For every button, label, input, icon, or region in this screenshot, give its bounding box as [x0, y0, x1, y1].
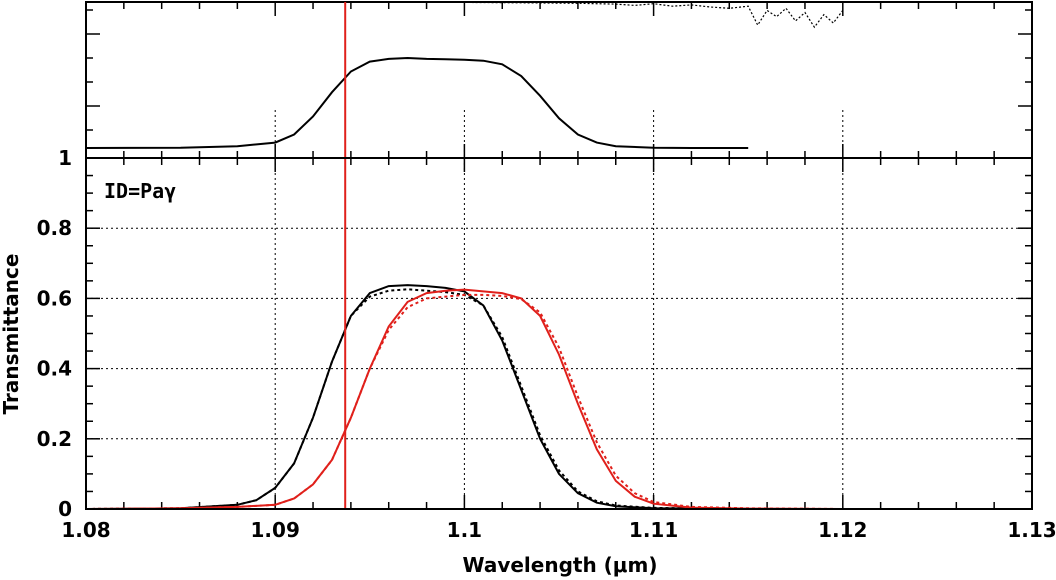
bottom-frame — [85, 157, 1033, 510]
top-dotted-series — [407, 1, 844, 29]
x-tick-label: 1.13 — [1007, 518, 1056, 542]
x-tick-label: 1.11 — [629, 518, 678, 542]
bottom-panel: 1.08 1.09 1.1 1.11 1.12 1.13 0 0.2 0.4 0.6 0.8 — [37, 2, 1056, 542]
y-tick-label: 0.6 — [37, 286, 72, 310]
y-tick-label: 0.4 — [37, 357, 72, 381]
y-tick-label: 0 — [58, 497, 72, 521]
x-tick-label: 1.1 — [447, 518, 482, 542]
top-panel: 1 — [58, 1, 1033, 170]
top-solid-series — [85, 56, 749, 149]
y-tick-label: 1 — [58, 146, 72, 170]
black-solid-series — [85, 284, 1032, 510]
y-axis-title: Transmittance — [0, 254, 23, 415]
y-tick-label: 0.2 — [37, 427, 72, 451]
panel-annotation: ID=Paγ — [104, 179, 176, 203]
black-dotted-series — [85, 288, 1032, 510]
x-axis-title: Wavelength (μm) — [462, 553, 657, 577]
y-tick-label: 0.8 — [37, 216, 72, 240]
x-tick-label: 1.12 — [818, 518, 867, 542]
red-dotted-series — [85, 293, 1032, 510]
x-tick-label: 1.08 — [61, 518, 110, 542]
top-frame — [85, 1, 1033, 159]
red-solid-series — [85, 288, 1032, 510]
x-tick-label: 1.09 — [251, 518, 300, 542]
